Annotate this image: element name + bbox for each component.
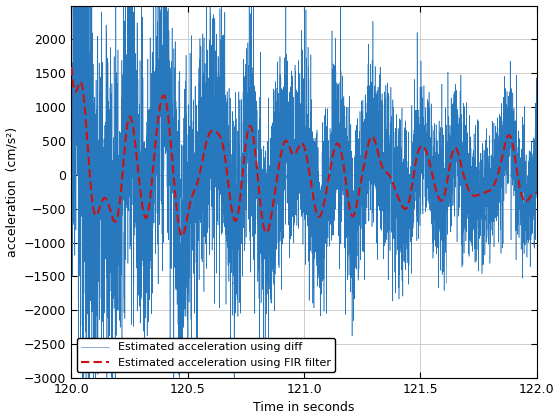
Estimated acceleration using FIR filter (451, 146, 458, 151)
Y-axis label: acceleration  (cm/s²): acceleration (cm/s²) (6, 127, 18, 257)
Estimated acceleration using FIR filter (68, 65, 74, 70)
Estimated acceleration using diff (153, 172, 160, 177)
Estimated acceleration using FIR filter (179, 234, 185, 239)
Estimated acceleration using diff (68, 77, 74, 82)
X-axis label: Time in seconds: Time in seconds (253, 402, 354, 415)
Estimated acceleration using FIR filter (371, 136, 377, 141)
Estimated acceleration using diff (451, 92, 458, 97)
Legend: Estimated acceleration using diff, Estimated acceleration using FIR filter: Estimated acceleration using diff, Estim… (77, 338, 335, 373)
Estimated acceleration using FIR filter (533, 190, 540, 195)
Estimated acceleration using FIR filter (246, 124, 253, 129)
Estimated acceleration using FIR filter (415, 148, 422, 153)
Line: Estimated acceleration using diff: Estimated acceleration using diff (71, 0, 536, 420)
Estimated acceleration using diff (533, 195, 540, 200)
Estimated acceleration using diff (416, 223, 422, 228)
Estimated acceleration using diff (371, 98, 377, 103)
Line: Estimated acceleration using FIR filter: Estimated acceleration using FIR filter (71, 67, 536, 236)
Estimated acceleration using FIR filter (152, 136, 159, 142)
Estimated acceleration using diff (347, 289, 354, 294)
Estimated acceleration using diff (246, 92, 253, 97)
Estimated acceleration using FIR filter (347, 209, 354, 214)
